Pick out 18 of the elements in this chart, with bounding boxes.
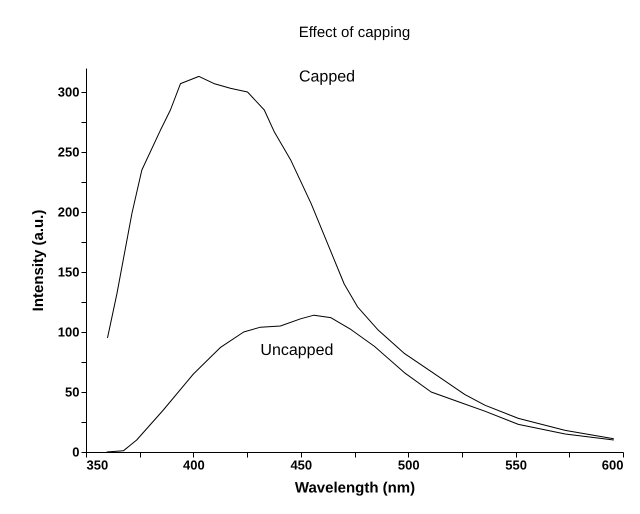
series-label: Uncapped — [260, 342, 334, 360]
x-tick-label: 350 — [86, 458, 108, 472]
chart-title: Effect of capping — [298, 24, 410, 41]
y-tick-label: 250 — [58, 144, 80, 160]
y-tick-label: 50 — [65, 384, 80, 400]
y-tick-label: 200 — [58, 204, 80, 220]
text: Capped — [298, 68, 356, 86]
x-tick-label: 550 — [505, 458, 527, 472]
x-tick-label: 500 — [398, 458, 420, 472]
x-tick-label: 600 — [602, 458, 624, 472]
y-tick-label: 100 — [58, 324, 80, 340]
y-tick-label: 150 — [58, 264, 80, 280]
y-tick-label: 0 — [72, 444, 80, 460]
x-tick-label: 400 — [183, 458, 205, 472]
y-tick-label: 300 — [58, 84, 80, 100]
x-tick-label: 450 — [290, 458, 312, 472]
y-axis-title: Intensity (a.u.) — [30, 210, 47, 312]
x-axis-title: Wavelength (nm) — [294, 480, 416, 496]
